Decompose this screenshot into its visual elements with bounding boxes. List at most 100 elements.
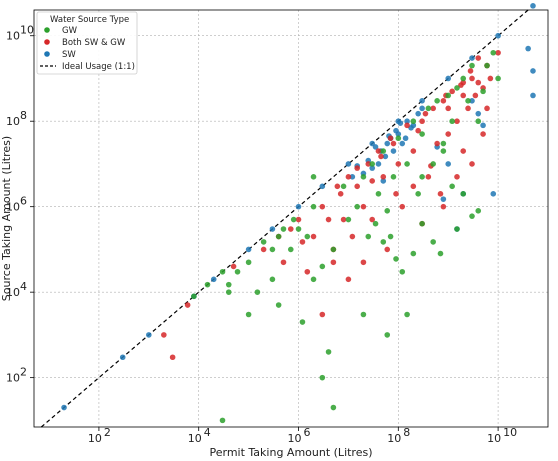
data-point <box>219 417 226 424</box>
data-point <box>454 85 460 91</box>
data-point <box>349 174 356 180</box>
series-both-sw-gw <box>161 49 501 361</box>
series-gw <box>191 49 501 424</box>
data-point <box>425 105 432 112</box>
data-point <box>310 203 317 210</box>
data-point <box>495 32 501 39</box>
data-point <box>290 216 297 223</box>
y-tick-exp-4: 10 <box>20 24 34 37</box>
data-point <box>440 148 447 154</box>
data-point <box>390 174 397 180</box>
data-point <box>419 98 425 104</box>
data-point <box>287 226 294 232</box>
data-point <box>454 174 460 180</box>
data-point <box>454 118 460 125</box>
data-point <box>245 259 252 266</box>
x-tick-label-4: 10 <box>487 432 501 445</box>
x-tick-exp-3: 8 <box>403 426 410 439</box>
data-point <box>275 302 282 308</box>
data-point <box>345 174 352 180</box>
data-point <box>299 239 306 245</box>
data-point <box>530 92 536 99</box>
data-point <box>380 174 387 180</box>
y-axis-label: Source Taking Amount (Litres) <box>0 136 13 301</box>
data-point <box>387 233 394 240</box>
data-point <box>275 233 282 240</box>
data-point <box>345 276 352 283</box>
data-point <box>419 174 425 180</box>
data-point <box>449 118 455 125</box>
data-point <box>345 216 352 223</box>
data-point <box>319 374 326 381</box>
data-point <box>415 110 421 117</box>
data-point <box>280 226 287 232</box>
data-point <box>467 68 474 74</box>
data-point <box>460 92 467 99</box>
data-point <box>304 268 311 275</box>
data-point <box>430 239 436 245</box>
data-point <box>360 174 367 180</box>
data-point <box>419 131 425 137</box>
data-point <box>210 276 217 283</box>
data-point <box>378 153 384 160</box>
data-point <box>219 268 226 275</box>
plot-frame <box>33 9 549 428</box>
data-point <box>465 105 471 112</box>
data-point <box>230 263 237 270</box>
data-point <box>365 233 372 240</box>
grid-lines <box>34 10 548 427</box>
data-point <box>360 203 367 210</box>
data-point <box>354 165 360 171</box>
y-tick-label-4: 10 <box>6 30 20 43</box>
data-point <box>434 98 440 104</box>
data-point <box>369 178 376 184</box>
data-point <box>530 3 536 9</box>
data-point <box>369 161 376 167</box>
data-point <box>61 404 67 411</box>
data-point <box>375 148 382 154</box>
data-point <box>169 354 176 361</box>
data-point <box>382 153 389 160</box>
data-point <box>419 220 425 227</box>
data-point <box>472 92 479 99</box>
x-tick-label-3: 10 <box>387 432 401 445</box>
data-point <box>369 165 376 171</box>
data-point <box>460 191 467 197</box>
data-point <box>487 75 494 82</box>
x-tick-exp-2: 6 <box>304 426 311 439</box>
legend-box <box>36 11 138 75</box>
legend-label-2: SW <box>62 50 76 60</box>
data-point <box>437 191 444 197</box>
data-point <box>484 62 490 69</box>
data-point <box>404 311 410 318</box>
data-point <box>419 118 425 125</box>
data-point <box>269 246 276 253</box>
data-point <box>445 131 452 137</box>
data-point <box>430 161 436 167</box>
data-point <box>469 62 475 69</box>
data-point <box>445 105 452 112</box>
data-point <box>384 208 391 214</box>
data-point <box>475 110 482 117</box>
x-tick-label-2: 10 <box>288 432 302 445</box>
data-point <box>469 161 475 167</box>
data-point <box>530 68 536 74</box>
data-point <box>330 246 337 253</box>
data-point <box>449 183 455 190</box>
data-point <box>354 183 360 190</box>
data-point <box>287 246 294 253</box>
data-point <box>310 174 317 180</box>
data-point <box>410 183 417 190</box>
data-point <box>365 161 372 167</box>
data-point <box>295 226 302 232</box>
data-point <box>404 122 410 129</box>
data-point <box>330 404 337 411</box>
data-point <box>304 233 311 240</box>
legend-marker-1 <box>44 39 50 45</box>
data-point <box>234 268 241 275</box>
data-point <box>310 276 317 283</box>
data-point <box>319 311 326 318</box>
data-point <box>410 250 417 257</box>
y-tick-label-2: 10 <box>6 201 20 214</box>
data-point <box>390 148 397 154</box>
